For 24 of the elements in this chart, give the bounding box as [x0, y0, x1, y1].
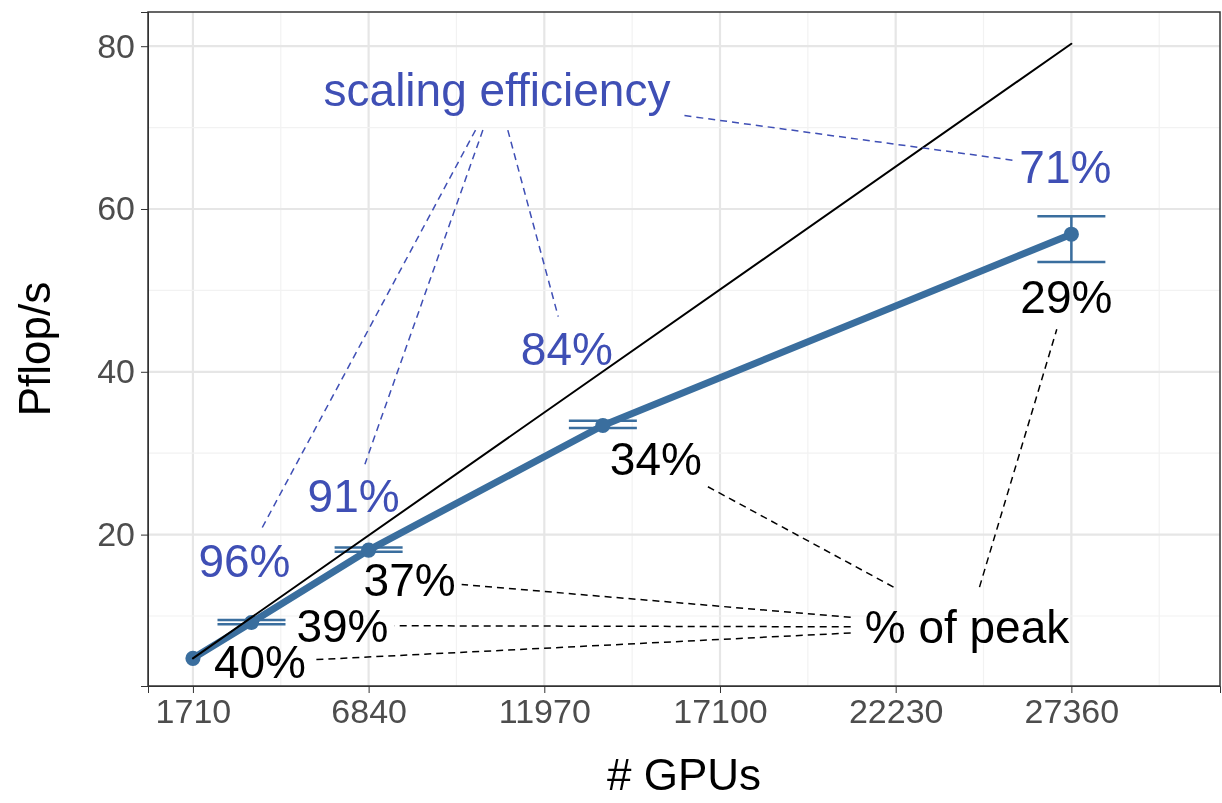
- annotation: 71%: [1019, 141, 1112, 194]
- annotation: 84%: [520, 322, 613, 375]
- x-tick-label: 27360: [1024, 692, 1120, 731]
- x-tick-label: 6840: [331, 692, 407, 731]
- x-axis-title: # GPUs: [606, 750, 762, 799]
- annotation: 34%: [609, 432, 702, 485]
- annotation: 37%: [363, 554, 456, 607]
- annotation: scaling efficiency: [323, 64, 671, 117]
- x-tick-label: 11970: [498, 692, 591, 731]
- point: [595, 417, 611, 434]
- y-tick-label: 80: [97, 26, 135, 65]
- point: [1063, 226, 1079, 242]
- point: [361, 542, 377, 558]
- x-tick-label: 1710: [155, 692, 232, 731]
- y-tick-label: 60: [97, 189, 135, 228]
- y-axis-title: Pflop/s: [10, 281, 59, 417]
- annotation: 29%: [1020, 271, 1113, 324]
- y-tick-label: 20: [97, 514, 135, 553]
- y-tick-label: 40: [97, 352, 135, 391]
- annotation: % of peak: [864, 601, 1071, 654]
- x-tick-label: 17100: [673, 692, 768, 731]
- annotation: 96%: [198, 534, 291, 587]
- annotation: 91%: [307, 470, 400, 523]
- x-tick-label: 22230: [848, 692, 944, 731]
